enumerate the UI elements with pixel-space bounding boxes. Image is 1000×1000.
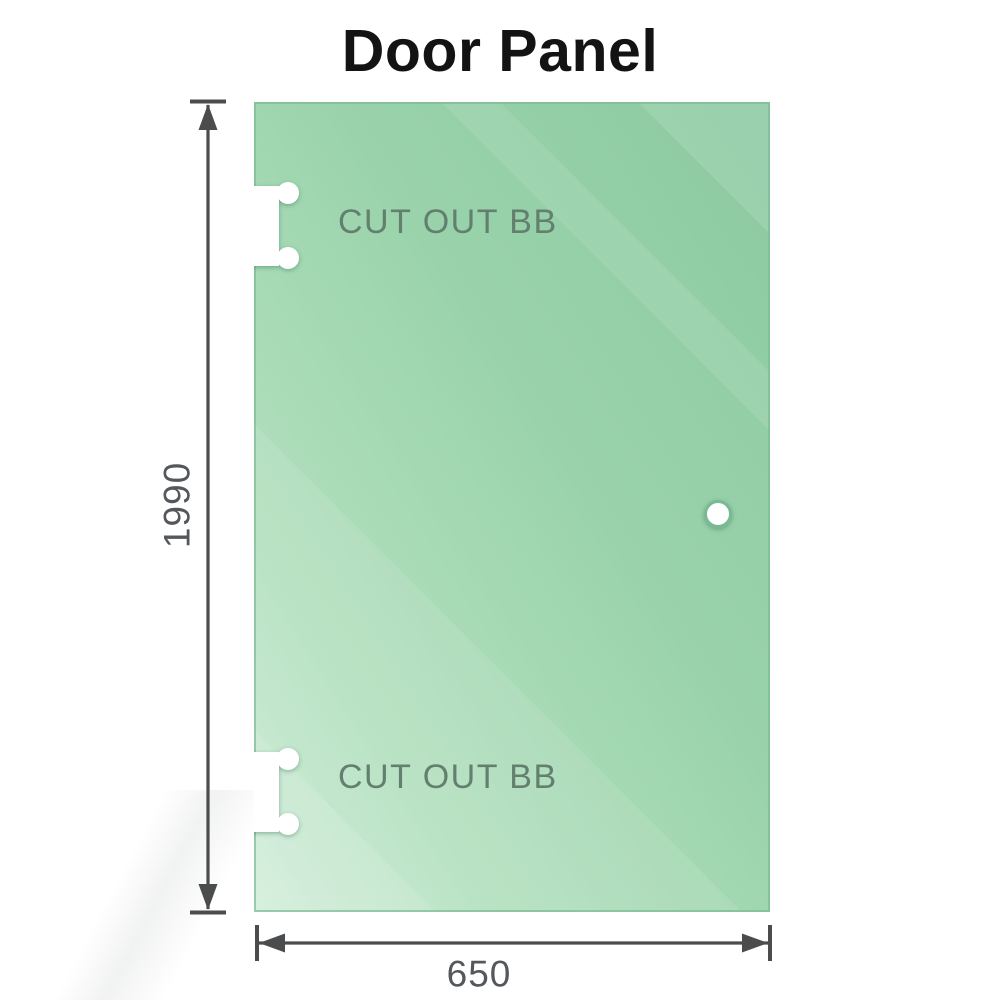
page-title: Door Panel: [341, 18, 659, 84]
arrow-down-icon: [198, 884, 218, 910]
width-dimension-label: 650: [446, 953, 512, 995]
glass-panel: [254, 102, 770, 912]
background-sheen: [0, 790, 270, 1000]
height-dimension-label: 1990: [156, 461, 198, 549]
arrow-up-icon: [198, 104, 218, 130]
arrow-left-icon: [259, 933, 285, 953]
handle-hole-icon: [704, 500, 732, 528]
cutout-label-bottom: CUT OUT BB: [338, 758, 558, 796]
width-dimension: [255, 925, 772, 961]
glass-edge: [254, 102, 770, 912]
hinge-cutout-bottom-icon: [254, 748, 299, 835]
hinge-cutout-top-icon: [254, 182, 299, 269]
cutout-label-top: CUT OUT BB: [338, 203, 558, 241]
glass-reflections: [254, 102, 770, 912]
arrow-right-icon: [742, 933, 768, 953]
glass-surface: [254, 102, 770, 912]
